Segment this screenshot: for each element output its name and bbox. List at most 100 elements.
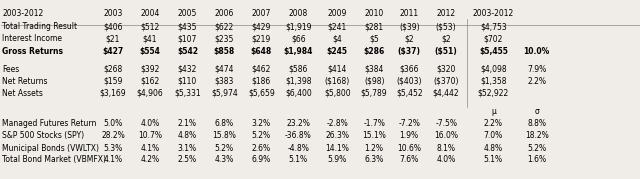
Text: ($168): ($168) (324, 77, 350, 86)
Text: $4: $4 (332, 34, 342, 43)
Text: -7.2%: -7.2% (398, 119, 420, 128)
Text: ($98): ($98) (364, 77, 385, 86)
Text: 3.2%: 3.2% (252, 119, 271, 128)
Text: $427: $427 (102, 47, 124, 56)
Text: 6.3%: 6.3% (365, 156, 384, 165)
Text: 2008: 2008 (289, 9, 308, 18)
Text: -4.8%: -4.8% (287, 144, 309, 153)
Text: $366: $366 (399, 65, 419, 74)
Text: 2003: 2003 (103, 9, 123, 18)
Text: $66: $66 (291, 34, 306, 43)
Text: 2010: 2010 (365, 9, 384, 18)
Text: 5.1%: 5.1% (289, 156, 308, 165)
Text: $2: $2 (404, 34, 414, 43)
Text: 4.1%: 4.1% (103, 156, 122, 165)
Text: 2.1%: 2.1% (178, 119, 197, 128)
Text: 18.2%: 18.2% (525, 131, 548, 140)
Text: Managed Futures Return: Managed Futures Return (2, 119, 97, 128)
Text: 1.6%: 1.6% (527, 156, 546, 165)
Text: 8.1%: 8.1% (436, 144, 456, 153)
Text: $406: $406 (103, 22, 123, 32)
Text: ($37): ($37) (397, 47, 420, 56)
Text: $542: $542 (177, 47, 198, 56)
Text: $5,331: $5,331 (174, 89, 201, 98)
Text: 5.0%: 5.0% (103, 119, 122, 128)
Text: Interest Income: Interest Income (2, 34, 62, 43)
Text: Net Returns: Net Returns (2, 77, 47, 86)
Text: 2004: 2004 (140, 9, 159, 18)
Text: 5.1%: 5.1% (484, 156, 503, 165)
Text: $52,922: $52,922 (477, 89, 509, 98)
Text: 4.8%: 4.8% (178, 131, 197, 140)
Text: 2.6%: 2.6% (252, 144, 271, 153)
Text: 4.2%: 4.2% (140, 156, 159, 165)
Text: $1,358: $1,358 (480, 77, 507, 86)
Text: $41: $41 (143, 34, 157, 43)
Text: $21: $21 (106, 34, 120, 43)
Text: 5.3%: 5.3% (103, 144, 122, 153)
Text: 16.0%: 16.0% (434, 131, 458, 140)
Text: $286: $286 (364, 47, 385, 56)
Text: $383: $383 (215, 77, 234, 86)
Text: $107: $107 (178, 34, 197, 43)
Text: $429: $429 (252, 22, 271, 32)
Text: $858: $858 (214, 47, 235, 56)
Text: 5.2%: 5.2% (252, 131, 271, 140)
Text: ($403): ($403) (396, 77, 422, 86)
Text: 2012: 2012 (436, 9, 456, 18)
Text: -2.8%: -2.8% (326, 119, 348, 128)
Text: $702: $702 (484, 34, 503, 43)
Text: 7.6%: 7.6% (399, 156, 419, 165)
Text: 1.2%: 1.2% (365, 144, 383, 153)
Text: 7.9%: 7.9% (527, 65, 547, 74)
Text: Total Bond Market (VBMFX): Total Bond Market (VBMFX) (2, 156, 106, 165)
Text: μ: μ (491, 107, 496, 116)
Text: 2009: 2009 (328, 9, 347, 18)
Text: 2005: 2005 (178, 9, 197, 18)
Text: 1.9%: 1.9% (399, 131, 419, 140)
Text: Total Trading Result: Total Trading Result (2, 22, 77, 32)
Text: $5,452: $5,452 (396, 89, 422, 98)
Text: 23.2%: 23.2% (286, 119, 310, 128)
Text: $474: $474 (214, 65, 234, 74)
Text: -7.5%: -7.5% (435, 119, 457, 128)
Text: σ: σ (534, 107, 539, 116)
Text: 5.9%: 5.9% (328, 156, 347, 165)
Text: 6.8%: 6.8% (215, 119, 234, 128)
Text: $162: $162 (140, 77, 159, 86)
Text: $241: $241 (328, 22, 347, 32)
Text: 4.1%: 4.1% (140, 144, 159, 153)
Text: 4.0%: 4.0% (436, 156, 456, 165)
Text: $159: $159 (103, 77, 123, 86)
Text: 2.5%: 2.5% (178, 156, 197, 165)
Text: 2003-2012: 2003-2012 (2, 9, 44, 18)
Text: 4.3%: 4.3% (215, 156, 234, 165)
Text: $554: $554 (140, 47, 160, 56)
Text: 15.1%: 15.1% (362, 131, 386, 140)
Text: $268: $268 (103, 65, 122, 74)
Text: 2.2%: 2.2% (484, 119, 503, 128)
Text: 5.2%: 5.2% (527, 144, 546, 153)
Text: $2: $2 (442, 34, 451, 43)
Text: $392: $392 (140, 65, 159, 74)
Text: 10.7%: 10.7% (138, 131, 162, 140)
Text: 2007: 2007 (252, 9, 271, 18)
Text: Net Assets: Net Assets (2, 89, 43, 98)
Text: $4,442: $4,442 (433, 89, 460, 98)
Text: $1,398: $1,398 (285, 77, 312, 86)
Text: Gross Returns: Gross Returns (2, 47, 63, 56)
Text: 7.0%: 7.0% (484, 131, 503, 140)
Text: $110: $110 (178, 77, 197, 86)
Text: $186: $186 (252, 77, 271, 86)
Text: $435: $435 (178, 22, 197, 32)
Text: $648: $648 (251, 47, 272, 56)
Text: 28.2%: 28.2% (101, 131, 125, 140)
Text: $4,753: $4,753 (480, 22, 507, 32)
Text: Fees: Fees (2, 65, 19, 74)
Text: 14.1%: 14.1% (325, 144, 349, 153)
Text: 10.0%: 10.0% (524, 47, 550, 56)
Text: $1,984: $1,984 (284, 47, 313, 56)
Text: ($370): ($370) (433, 77, 459, 86)
Text: $3,169: $3,169 (100, 89, 126, 98)
Text: -36.8%: -36.8% (285, 131, 312, 140)
